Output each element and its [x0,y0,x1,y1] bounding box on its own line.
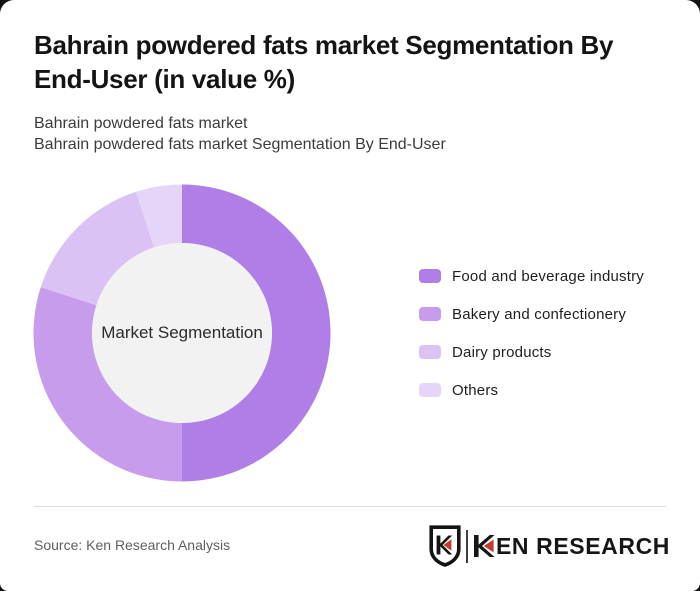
legend-swatch-icon [419,307,441,321]
shield-k-emblem-icon [429,525,461,567]
emblem-red-triangle-icon [443,539,452,551]
subtitle-line-1: Bahrain powdered fats market [34,115,248,132]
donut-chart [33,184,331,482]
logo-separator [465,529,468,563]
source-text: Source: Ken Research Analysis [34,537,231,553]
legend-item-1[interactable]: Food and beverage industry [419,262,644,290]
wordmark-red-triangle-icon [483,539,494,553]
legend-swatch-icon [419,269,441,283]
legend-label: Food and beverage industry [452,267,644,285]
ken-research-logo: EN RESEARCH [429,525,670,567]
legend-swatch-icon [419,383,441,397]
legend-label: Dairy products [452,343,552,361]
donut-slice-2[interactable] [33,287,182,482]
donut-center-circle [92,243,272,423]
donut-slice-3[interactable] [40,191,155,306]
legend: Food and beverage industry Bakery and con… [419,262,644,414]
wordmark-k-icon [473,535,495,557]
chart-title: Bahrain powdered fats market Segmentatio… [34,30,614,94]
donut-center-label: Market Segmentation [101,323,263,342]
donut-slice-4[interactable] [136,184,182,248]
legend-item-4[interactable]: Others [419,376,644,404]
subtitle-line-2: Bahrain powdered fats market Segmentatio… [34,136,446,153]
legend-item-3[interactable]: Dairy products [419,338,644,366]
legend-swatch-icon [419,345,441,359]
logo-wordmark: EN RESEARCH [473,532,670,560]
chart-subtitle: Bahrain powdered fats market Bahrain pow… [34,113,674,155]
legend-label: Others [452,381,499,399]
legend-item-2[interactable]: Bakery and confectionery [419,300,644,328]
footer-divider [34,506,666,507]
logo-wordmark-text: EN RESEARCH [495,532,670,559]
donut-chart-area [32,183,332,483]
legend-label: Bakery and confectionery [452,305,627,323]
